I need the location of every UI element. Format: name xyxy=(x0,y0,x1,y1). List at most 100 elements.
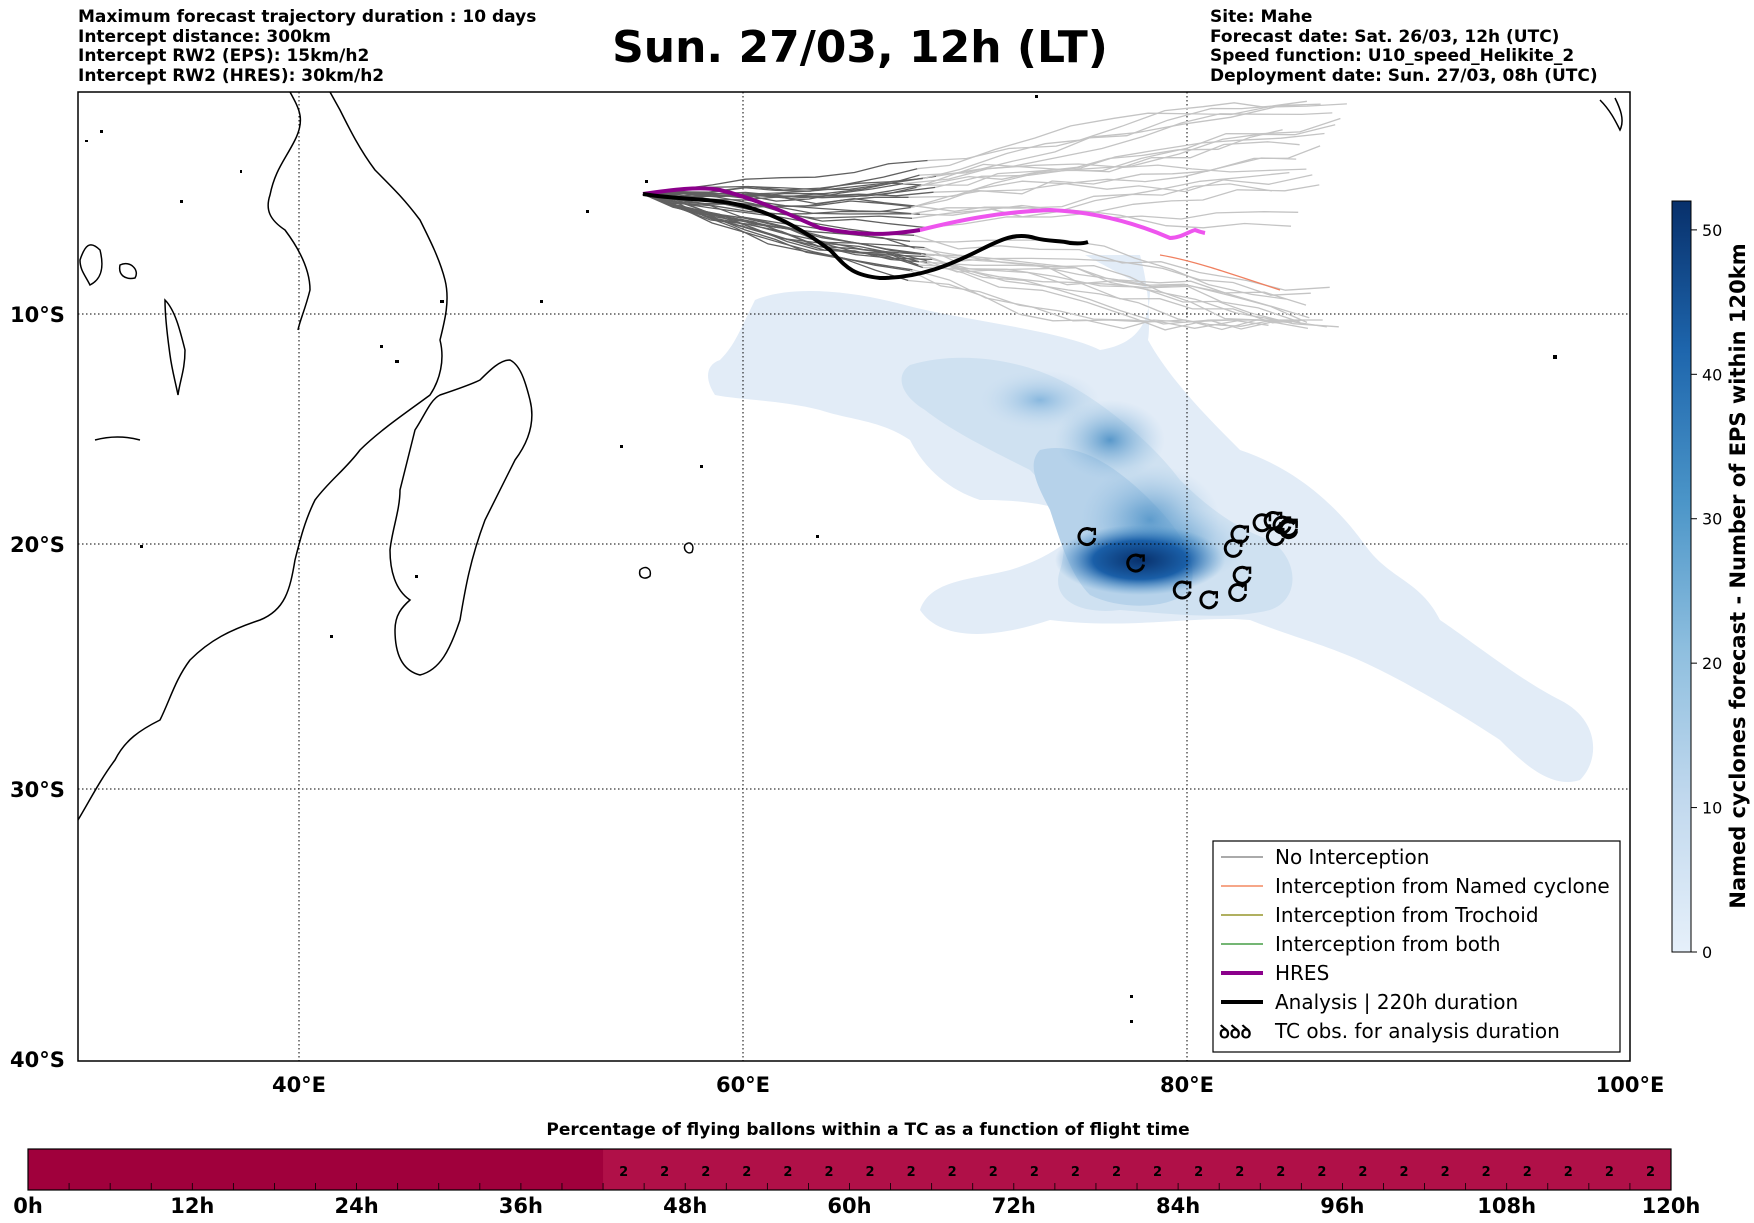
legend-label: Analysis | 220h duration xyxy=(1275,990,1518,1014)
tc-observation-marker xyxy=(1172,580,1192,600)
flight-time-cell xyxy=(1054,1149,1097,1190)
legend-item: No Interception xyxy=(1221,845,1429,869)
tc-observation-marker xyxy=(1126,553,1146,573)
eps-trajectory-late xyxy=(935,117,1341,189)
flight-time-cell xyxy=(1301,1149,1343,1190)
flight-time-cell xyxy=(520,1149,563,1190)
flight-time-cell xyxy=(726,1149,768,1190)
flight-time-cell xyxy=(972,1149,1015,1190)
lon-label: 100°E xyxy=(1596,1073,1665,1097)
flight-time-cell xyxy=(274,1149,317,1190)
flight-time-tick-label: 72h xyxy=(992,1194,1036,1218)
legend-item: Interception from Trochoid xyxy=(1221,903,1539,927)
flight-time-cell xyxy=(808,1149,850,1190)
flight-time-cell-value: 2 xyxy=(1235,1165,1244,1180)
colorbar-ramp xyxy=(1671,200,1692,953)
legend-label: No Interception xyxy=(1275,845,1429,869)
map-grid xyxy=(78,92,1630,1061)
flight-time-cell xyxy=(1178,1149,1220,1190)
tc-observation-marker xyxy=(1279,517,1299,537)
eps-trajectory-late xyxy=(924,129,1283,186)
flight-time-cell xyxy=(1095,1149,1138,1190)
flight-time-bar: Percentage of flying ballons within a TC… xyxy=(13,1120,1700,1218)
flight-time-cell-value: 2 xyxy=(701,1165,710,1180)
legend: No Interception Interception from Named c… xyxy=(1212,840,1621,1053)
legend-item: ꝺꝺꝺ TC obs. for analysis duration xyxy=(1219,1019,1560,1043)
hres-track-late xyxy=(919,207,1206,241)
eps-trajectory-late xyxy=(926,261,1309,330)
flight-time-cell xyxy=(849,1149,892,1190)
flight-time-cell xyxy=(1342,1149,1384,1190)
flight-time-cell xyxy=(685,1149,727,1190)
eps-trajectory-late xyxy=(928,255,1307,306)
map-title: Sun. 27/03, 12h (LT) xyxy=(0,22,1754,73)
legend-item: Interception from both xyxy=(1221,932,1501,956)
flight-time-cell-value: 2 xyxy=(866,1165,875,1180)
header-right-line: Speed function: U10_speed_Helikite_2 xyxy=(1210,46,1575,66)
flight-time-cell xyxy=(110,1149,152,1190)
flight-time-cell xyxy=(233,1149,275,1190)
flight-time-cell-value: 2 xyxy=(824,1165,833,1180)
flight-time-cell-value: 2 xyxy=(1605,1165,1614,1180)
flight-time-cell xyxy=(890,1149,933,1190)
legend-label: Interception from Trochoid xyxy=(1275,903,1539,927)
header-left-line: Intercept RW2 (EPS): 15km/h2 xyxy=(78,46,370,66)
eps-trajectory-late xyxy=(912,269,1292,331)
flight-time-cell-value: 2 xyxy=(619,1165,628,1180)
flight-time-cell-value: 2 xyxy=(1564,1165,1573,1180)
flight-time-cell-value: 2 xyxy=(1153,1165,1162,1180)
flight-time-cell xyxy=(69,1149,111,1190)
eps-trajectory-late xyxy=(912,204,1292,229)
flight-time-cell-value: 2 xyxy=(1030,1165,1039,1180)
flight-time-cell-value: 2 xyxy=(1317,1165,1326,1180)
colorbar: 0 10 20 30 40 50 Named cyclones forecast - Nu… xyxy=(1671,200,1750,962)
latitude-labels: 10°S 20°S 30°S 40°S xyxy=(10,303,65,1072)
eps-trajectory-late xyxy=(922,266,1274,327)
lat-label: 10°S xyxy=(10,303,65,327)
eps-trajectory-late xyxy=(908,124,1336,198)
flight-time-cell xyxy=(1383,1149,1426,1190)
flight-time-cell-value: 2 xyxy=(660,1165,669,1180)
legend-item: HRES xyxy=(1221,961,1329,985)
eps-trajectory-late xyxy=(914,247,1308,323)
colorbar-tick-label: 50 xyxy=(1702,221,1722,240)
map-frame xyxy=(77,91,1631,1062)
map-title-text: Sun. 27/03, 12h (LT) xyxy=(612,22,1108,73)
header-right-line: Site: Mahe xyxy=(1210,7,1313,27)
legend-box xyxy=(1212,840,1621,1053)
colorbar-tick-label: 30 xyxy=(1702,510,1722,529)
legend-label: HRES xyxy=(1275,961,1329,985)
flight-time-cell-value: 2 xyxy=(1112,1165,1121,1180)
flight-time-tick-label: 60h xyxy=(827,1194,871,1218)
flight-time-cell xyxy=(931,1149,974,1190)
flight-time-cell-value: 2 xyxy=(989,1165,998,1180)
header-left-info: Maximum forecast trajectory duration : 1… xyxy=(78,7,536,86)
coastlines xyxy=(78,92,1623,821)
flight-time-bar-title: Percentage of flying ballons within a TC… xyxy=(546,1120,1189,1140)
lat-label: 20°S xyxy=(10,533,65,557)
flight-time-cell xyxy=(315,1149,358,1190)
hres-track xyxy=(642,186,921,236)
legend-item: Analysis | 220h duration xyxy=(1221,990,1518,1014)
flight-time-cell-value: 2 xyxy=(1646,1165,1655,1180)
header-right-info: Site: Mahe Forecast date: Sat. 26/03, 12… xyxy=(1210,7,1598,86)
flight-time-tick-label: 84h xyxy=(1156,1194,1200,1218)
eps-trajectory-late xyxy=(909,239,1287,300)
flight-time-cell xyxy=(356,1149,399,1190)
flight-time-cell xyxy=(561,1149,604,1190)
flight-time-tick-label: 108h xyxy=(1477,1194,1536,1218)
flight-time-cell xyxy=(397,1149,440,1190)
flight-time-cell-value: 2 xyxy=(783,1165,792,1180)
legend-label: Interception from both xyxy=(1275,932,1501,956)
flight-time-tick-label: 36h xyxy=(499,1194,543,1218)
eps-trajectory-late xyxy=(918,260,1327,331)
lat-label: 30°S xyxy=(10,778,65,802)
colorbar-tick-label: 10 xyxy=(1702,799,1722,818)
flight-time-cell xyxy=(479,1149,522,1190)
flight-time-cell-value: 2 xyxy=(1358,1165,1367,1180)
lon-label: 40°E xyxy=(272,1073,326,1097)
flight-time-cell-value: 2 xyxy=(1399,1165,1408,1180)
flight-time-cell-value: 2 xyxy=(1441,1165,1450,1180)
flight-time-tick-label: 48h xyxy=(663,1194,707,1218)
